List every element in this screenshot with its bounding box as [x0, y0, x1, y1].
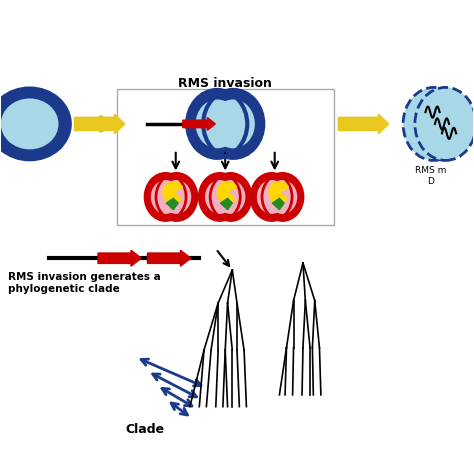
Wedge shape: [269, 182, 288, 202]
Ellipse shape: [216, 180, 246, 214]
Ellipse shape: [1, 99, 58, 149]
Ellipse shape: [210, 173, 251, 220]
Polygon shape: [273, 198, 284, 210]
Text: RMS invasion generates a
phylogenetic clade: RMS invasion generates a phylogenetic cl…: [9, 273, 161, 294]
Ellipse shape: [415, 87, 474, 160]
Ellipse shape: [156, 173, 197, 220]
FancyArrow shape: [147, 250, 191, 266]
Ellipse shape: [251, 173, 292, 220]
Ellipse shape: [151, 180, 180, 214]
Polygon shape: [220, 198, 232, 210]
Ellipse shape: [187, 90, 247, 158]
Ellipse shape: [205, 180, 235, 214]
Wedge shape: [217, 182, 237, 202]
Text: Clade: Clade: [126, 423, 164, 436]
FancyArrow shape: [98, 250, 141, 266]
Ellipse shape: [211, 100, 255, 148]
FancyArrow shape: [183, 118, 215, 130]
Wedge shape: [163, 182, 182, 202]
Ellipse shape: [145, 173, 186, 220]
Ellipse shape: [203, 90, 263, 158]
Ellipse shape: [403, 87, 465, 160]
Ellipse shape: [257, 180, 286, 214]
FancyArrow shape: [74, 114, 125, 134]
Ellipse shape: [199, 173, 240, 220]
Ellipse shape: [0, 89, 70, 159]
Polygon shape: [166, 198, 178, 210]
Ellipse shape: [262, 173, 303, 220]
Text: RMS invasion: RMS invasion: [178, 77, 272, 91]
Text: RMS m
D: RMS m D: [415, 166, 446, 186]
Ellipse shape: [196, 100, 239, 148]
Ellipse shape: [268, 180, 297, 214]
Ellipse shape: [162, 180, 191, 214]
FancyArrow shape: [338, 114, 389, 134]
FancyBboxPatch shape: [117, 89, 334, 225]
